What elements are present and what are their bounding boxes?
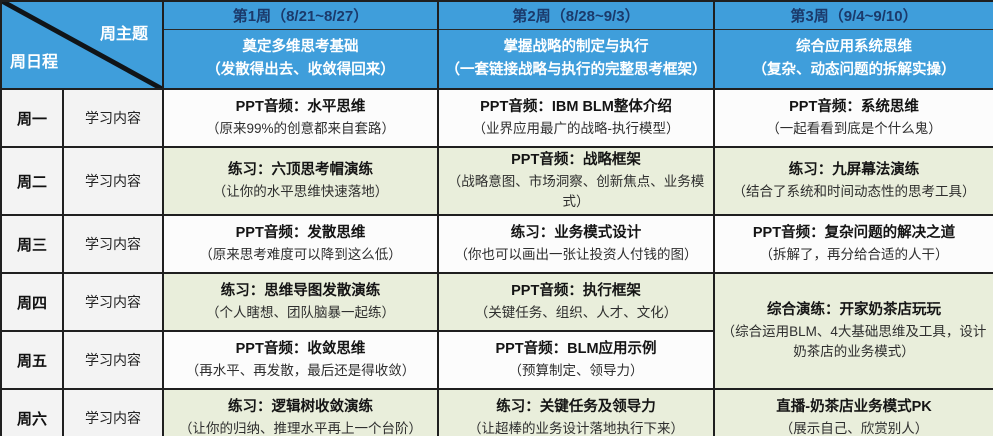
week-2-theme-line2: （一套链接战略与执行的完整思考框架） — [445, 61, 707, 78]
content-title: PPT音频：发散思维 — [235, 225, 366, 242]
content-subtitle: （原来99%的创意都来自套路） — [205, 120, 396, 136]
content-subtitle: （再水平、再发散，最后还是得收敛） — [185, 363, 416, 378]
corner-label-week-schedule: 周日程 — [10, 54, 59, 71]
row-type-cell: 学习内容 — [62, 388, 164, 436]
week-3-theme-line2: （复杂、动态问题的拆解实操） — [752, 61, 956, 78]
day-cell-wednesday: 周三 — [0, 214, 64, 275]
day-cell-tuesday: 周二 — [0, 145, 64, 217]
content-subtitle: （展示自己、欣赏别人） — [779, 421, 929, 436]
content-cell-sat-w2: 练习：关键任务及领导力 （让超棒的业务设计落地执行下来） — [437, 388, 715, 436]
content-title: 练习：思维导图发散演练 — [220, 283, 381, 300]
content-cell-thu-w1: 练习：思维导图发散演练 （个人瞎想、团队脑暴一起练） — [162, 272, 439, 333]
content-cell-thu-w2: PPT音频：执行框架 （关键任务、组织、人才、文化） — [437, 272, 715, 333]
diagonal-divider-line — [2, 2, 162, 88]
row-type-cell: 学习内容 — [62, 88, 164, 148]
week-1-theme-line2: （发散得出去、收敛得回来） — [206, 61, 395, 78]
content-subtitle: （关键任务、组织、人才、文化） — [474, 305, 678, 320]
content-subtitle: （一起看看到底是个什么鬼） — [766, 120, 942, 136]
content-subtitle: （原来思考难度可以降到这么低） — [199, 247, 402, 262]
content-subtitle: （结合了系统和时间动态性的思考工具） — [732, 183, 976, 199]
week-2-title: 第2周（8/28~9/3） — [437, 0, 715, 30]
content-cell-sat-w3: 直播-奶茶店业务模式PK （展示自己、欣赏别人） — [713, 388, 993, 436]
week-2-theme-line1: 掌握战略的制定与执行 — [503, 39, 649, 56]
content-subtitle: （你也可以画出一张让投资人付钱的图） — [454, 247, 698, 262]
content-cell-tue-w1: 练习：六顶思考帽演练 （让你的水平思维快速落地） — [162, 145, 439, 217]
row-wednesday: 周三 学习内容 PPT音频：发散思维 （原来思考难度可以降到这么低） 练习：业务… — [0, 214, 993, 275]
content-title: PPT音频：IBM BLM整体介绍 — [480, 99, 672, 115]
content-cell-wed-w3: PPT音频：复杂问题的解决之道 （拆解了，再分给合适的人干） — [713, 214, 993, 275]
content-title: PPT音频：收敛思维 — [235, 341, 366, 358]
content-subtitle: （预算制定、领导力） — [508, 363, 644, 378]
content-title: PPT音频：系统思维 — [789, 99, 919, 115]
week-1-title: 第1周（8/21~8/27） — [162, 0, 439, 30]
content-subtitle: （让超棒的业务设计落地执行下来） — [468, 421, 684, 436]
content-title: 练习：业务模式设计 — [510, 225, 642, 242]
week-3-title: 第3周（9/4~9/10） — [713, 0, 993, 30]
row-type-cell: 学习内容 — [62, 214, 164, 275]
row-friday: 周五 学习内容 PPT音频：收敛思维 （再水平、再发散，最后还是得收敛） PPT… — [0, 330, 993, 391]
content-cell-tue-w2: PPT音频：战略框架 （战略意图、市场洞察、创新焦点、业务模式） — [437, 145, 715, 217]
content-title: 直播-奶茶店业务模式PK — [776, 399, 932, 416]
content-title: PPT音频：执行框架 — [511, 283, 641, 300]
content-cell-wed-w1: PPT音频：发散思维 （原来思考难度可以降到这么低） — [162, 214, 439, 275]
content-subtitle: （让你的归纳、推理水平再上一个台阶） — [179, 421, 422, 436]
content-title: PPT音频：战略框架 — [511, 152, 641, 168]
content-title: 练习：逻辑树收敛演练 — [228, 399, 373, 416]
corner-label-week-theme: 周主题 — [99, 26, 148, 43]
row-saturday: 周六 学习内容 练习：逻辑树收敛演练 （让你的归纳、推理水平再上一个台阶） 练习… — [0, 388, 993, 436]
row-type-cell: 学习内容 — [62, 145, 164, 217]
day-cell-monday: 周一 — [0, 88, 64, 148]
row-tuesday: 周二 学习内容 练习：六顶思考帽演练 （让你的水平思维快速落地） PPT音频：战… — [0, 145, 993, 217]
row-thursday: 周四 学习内容 练习：思维导图发散演练 （个人瞎想、团队脑暴一起练） PPT音频… — [0, 272, 993, 391]
content-cell-fri-w1: PPT音频：收敛思维 （再水平、再发散，最后还是得收敛） — [162, 330, 439, 391]
day-cell-friday: 周五 — [0, 330, 64, 391]
content-cell-thu-fri-w3-merged: 综合演练：开家奶茶店玩玩 （综合运用BLM、4大基础思维及工具，设计奶茶店的业务… — [713, 272, 993, 391]
content-title: PPT音频：BLM应用示例 — [495, 341, 657, 358]
week-1-theme-line1: 奠定多维思考基础 — [242, 39, 359, 56]
content-subtitle: （战略意图、市场洞察、创新焦点、业务模式） — [447, 173, 705, 209]
content-subtitle: （个人瞎想、团队脑暴一起练） — [206, 305, 395, 320]
content-title: 练习：九屏幕法演练 — [788, 162, 920, 179]
week-3-theme: 综合应用系统思维 （复杂、动态问题的拆解实操） — [713, 28, 993, 90]
content-cell-wed-w2: 练习：业务模式设计 （你也可以画出一张让投资人付钱的图） — [437, 214, 715, 275]
content-subtitle: （业界应用最广的战略-执行模型） — [472, 120, 680, 136]
row-type-cell: 学习内容 — [62, 272, 164, 333]
corner-header-cell: 周主题 周日程 — [0, 0, 164, 90]
content-cell-fri-w2: PPT音频：BLM应用示例 （预算制定、领导力） — [437, 330, 715, 391]
content-cell-mon-w3: PPT音频：系统思维 （一起看看到底是个什么鬼） — [713, 88, 993, 148]
week-1-theme: 奠定多维思考基础 （发散得出去、收敛得回来） — [162, 28, 439, 90]
content-cell-tue-w3: 练习：九屏幕法演练 （结合了系统和时间动态性的思考工具） — [713, 145, 993, 217]
content-subtitle: （拆解了，再分给合适的人干） — [759, 247, 949, 262]
content-title: 练习：关键任务及领导力 — [496, 399, 656, 416]
day-cell-thursday: 周四 — [0, 272, 64, 333]
week-3-theme-line1: 综合应用系统思维 — [796, 39, 912, 56]
day-cell-saturday: 周六 — [0, 388, 64, 436]
row-monday: 周一 学习内容 PPT音频：水平思维 （原来99%的创意都来自套路） PPT音频… — [0, 88, 993, 148]
content-title: 练习：六顶思考帽演练 — [228, 162, 373, 179]
content-title: PPT音频：水平思维 — [235, 99, 366, 115]
content-title: 综合演练：开家奶茶店玩玩 — [767, 302, 941, 319]
week-2-theme: 掌握战略的制定与执行 （一套链接战略与执行的完整思考框架） — [437, 28, 715, 90]
content-subtitle: （让你的水平思维快速落地） — [212, 183, 389, 199]
row-type-cell: 学习内容 — [62, 330, 164, 391]
content-title: PPT音频：复杂问题的解决之道 — [752, 225, 956, 242]
content-cell-sat-w1: 练习：逻辑树收敛演练 （让你的归纳、推理水平再上一个台阶） — [162, 388, 439, 436]
content-subtitle: （综合运用BLM、4大基础思维及工具，设计奶茶店的业务模式） — [721, 323, 987, 360]
content-cell-mon-w2: PPT音频：IBM BLM整体介绍 （业界应用最广的战略-执行模型） — [437, 88, 715, 148]
content-cell-mon-w1: PPT音频：水平思维 （原来99%的创意都来自套路） — [162, 88, 439, 148]
